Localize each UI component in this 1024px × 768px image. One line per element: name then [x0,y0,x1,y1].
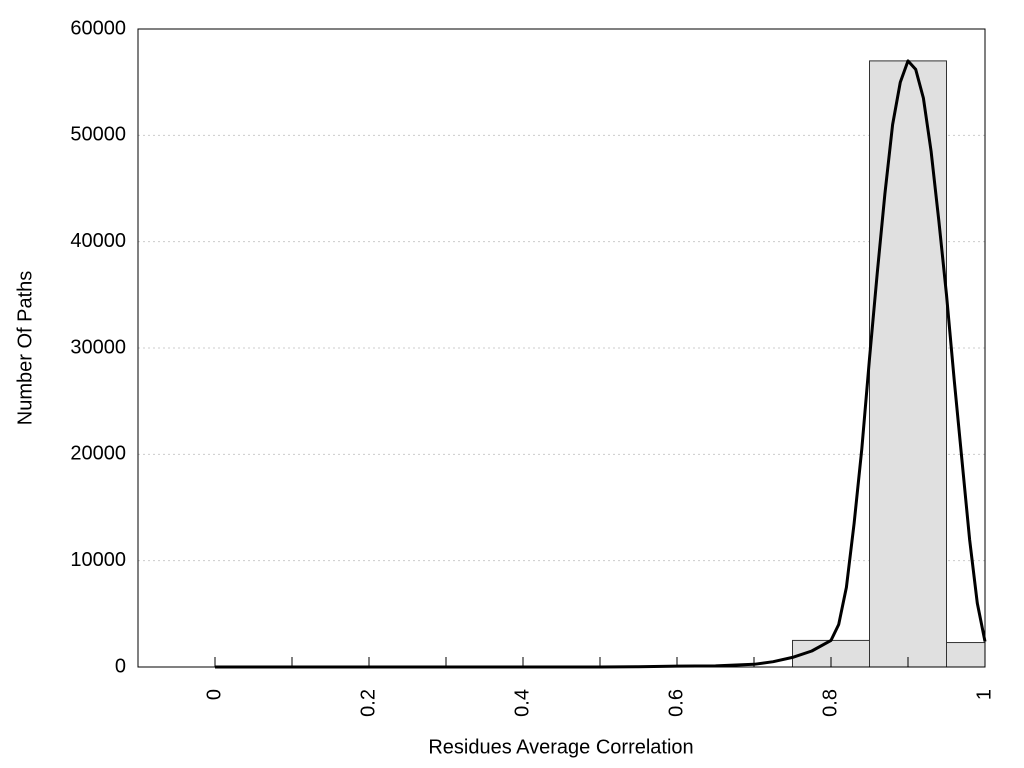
y-tick-label: 10000 [70,549,126,571]
y-tick-label: 20000 [70,443,126,465]
x-tick-label: 1 [973,689,995,700]
x-tick-label: 0.8 [819,689,841,717]
bar [869,60,947,668]
fit-curve [215,59,987,669]
y-tick-label: 30000 [70,336,126,358]
y-tick-label: 60000 [70,17,126,39]
plot-frame [137,28,986,668]
bar [946,642,986,668]
x-tick-label: 0.2 [357,689,379,717]
x-axis-label: Residues Average Correlation [428,736,693,758]
y-axis-label: Number Of Paths [14,271,36,426]
x-tick-label: 0.4 [511,689,533,717]
y-tick-label: 0 [115,655,126,677]
y-tick-label: 50000 [70,124,126,146]
x-tick-label: 0.6 [665,689,687,717]
x-tick-label: 0 [203,689,225,700]
y-tick-label: 40000 [70,230,126,252]
